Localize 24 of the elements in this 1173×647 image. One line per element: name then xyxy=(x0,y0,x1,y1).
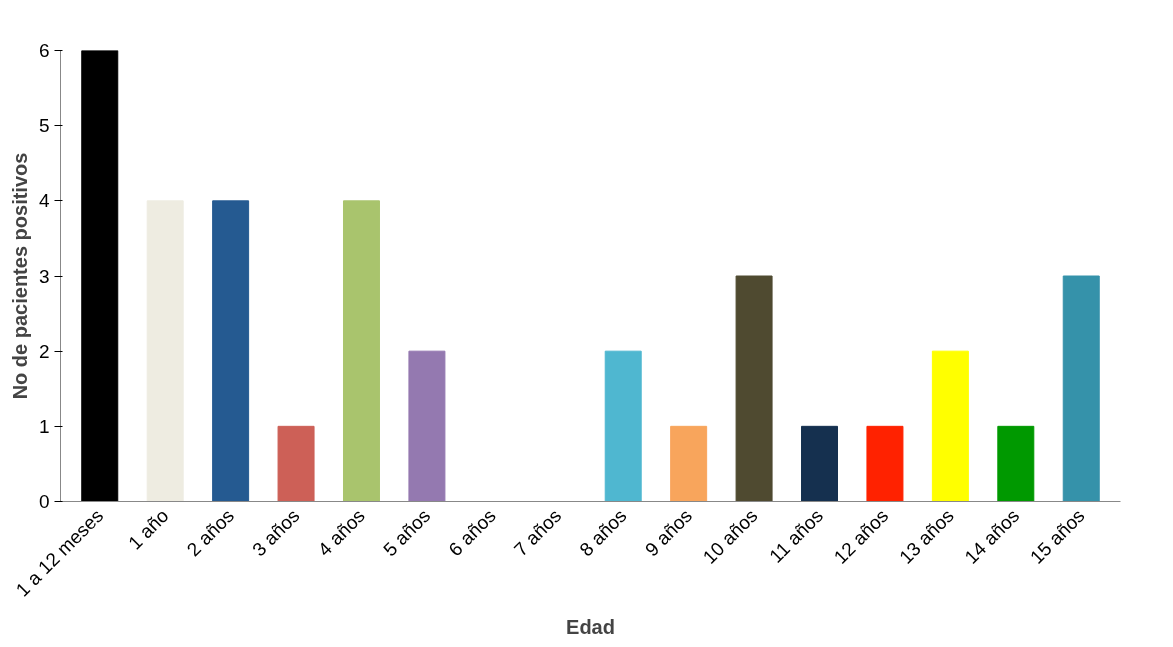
y-tick-label: 2 xyxy=(38,340,50,362)
bar xyxy=(866,425,904,502)
bar xyxy=(670,425,708,502)
bar xyxy=(342,200,380,502)
y-tick-label: 3 xyxy=(38,265,50,287)
y-tick-label: 0 xyxy=(38,491,50,512)
y-tick-label: 1 xyxy=(38,415,50,437)
bar xyxy=(212,200,250,502)
bar xyxy=(1062,275,1100,502)
x-tick-label: 1 año xyxy=(124,505,173,554)
bar xyxy=(604,350,642,502)
y-tick-label: 5 xyxy=(38,115,50,137)
y-tick-label: 6 xyxy=(38,40,50,61)
bar xyxy=(277,425,315,502)
bar xyxy=(801,425,839,502)
x-axis-title: Edad xyxy=(566,615,615,638)
bar xyxy=(997,425,1035,502)
bar xyxy=(146,200,184,502)
bar xyxy=(81,50,119,502)
bar xyxy=(735,275,773,502)
y-tick-label: 4 xyxy=(38,190,50,212)
y-axis-title: No de pacientes positivos xyxy=(8,152,31,400)
bar xyxy=(931,350,969,502)
bar xyxy=(408,350,446,502)
